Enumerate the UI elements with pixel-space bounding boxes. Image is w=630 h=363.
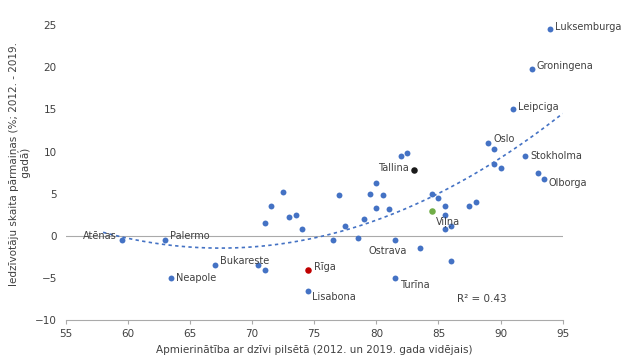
Text: Atēnas: Atēnas xyxy=(83,231,117,241)
Point xyxy=(260,220,270,226)
Point xyxy=(303,288,313,294)
Text: Luksemburga: Luksemburga xyxy=(555,22,622,32)
Text: Leipciga: Leipciga xyxy=(518,102,559,112)
Point xyxy=(328,237,338,243)
Point xyxy=(266,203,276,209)
Point xyxy=(433,195,444,201)
Point xyxy=(483,140,493,146)
Point xyxy=(396,153,406,159)
Point xyxy=(303,267,313,273)
Point xyxy=(446,223,456,229)
Point xyxy=(446,258,456,264)
Point xyxy=(490,161,500,167)
Text: Tallina: Tallina xyxy=(378,163,409,172)
Point xyxy=(371,180,381,185)
Point xyxy=(160,237,170,243)
Point xyxy=(440,226,450,232)
Text: Turīna: Turīna xyxy=(400,280,430,290)
Point xyxy=(365,191,375,197)
Point xyxy=(377,192,387,198)
Point xyxy=(490,146,500,152)
Y-axis label: Iedzīvotāju skaita pārmaiņas (%; 2012. - 2019.
 gadā): Iedzīvotāju skaita pārmaiņas (%; 2012. -… xyxy=(8,42,31,286)
Point xyxy=(297,226,307,232)
Point xyxy=(403,150,413,156)
Text: Neapole: Neapole xyxy=(176,273,217,283)
Point xyxy=(415,245,425,251)
Point xyxy=(520,153,530,159)
Point xyxy=(495,166,505,171)
Point xyxy=(334,192,344,198)
Point xyxy=(359,216,369,222)
Text: Oslo: Oslo xyxy=(493,134,515,144)
Point xyxy=(278,189,288,195)
Point xyxy=(390,237,400,243)
Point xyxy=(353,234,363,240)
Point xyxy=(210,262,220,268)
Point xyxy=(440,203,450,209)
Point xyxy=(440,212,450,218)
Point xyxy=(533,170,543,176)
Point xyxy=(545,26,555,32)
Point xyxy=(390,275,400,281)
Text: Lisabona: Lisabona xyxy=(312,292,355,302)
Point xyxy=(464,203,474,209)
Point xyxy=(471,199,481,205)
Point xyxy=(260,267,270,273)
X-axis label: Apmierinātība ar dzīvi pilsētā (2012. un 2019. gada vidējais): Apmierinātība ar dzīvi pilsētā (2012. un… xyxy=(156,344,472,355)
Text: Viļņa: Viļņa xyxy=(436,216,460,227)
Point xyxy=(166,275,176,281)
Point xyxy=(253,262,263,268)
Text: Palermo: Palermo xyxy=(170,231,210,241)
Point xyxy=(527,66,537,72)
Point xyxy=(117,237,127,243)
Point xyxy=(408,167,418,173)
Point xyxy=(290,212,301,218)
Point xyxy=(427,208,437,213)
Point xyxy=(508,106,518,112)
Point xyxy=(371,205,381,211)
Text: Ostrava: Ostrava xyxy=(369,246,407,256)
Text: Stokholma: Stokholma xyxy=(530,151,582,161)
Text: Bukareste: Bukareste xyxy=(220,256,269,266)
Point xyxy=(284,215,294,220)
Text: R² = 0.43: R² = 0.43 xyxy=(457,294,507,304)
Text: Rīga: Rīga xyxy=(314,262,336,272)
Point xyxy=(384,206,394,212)
Text: Groningena: Groningena xyxy=(537,61,593,72)
Point xyxy=(539,176,549,182)
Point xyxy=(340,223,350,229)
Text: Olborga: Olborga xyxy=(549,178,587,188)
Point xyxy=(427,191,437,197)
